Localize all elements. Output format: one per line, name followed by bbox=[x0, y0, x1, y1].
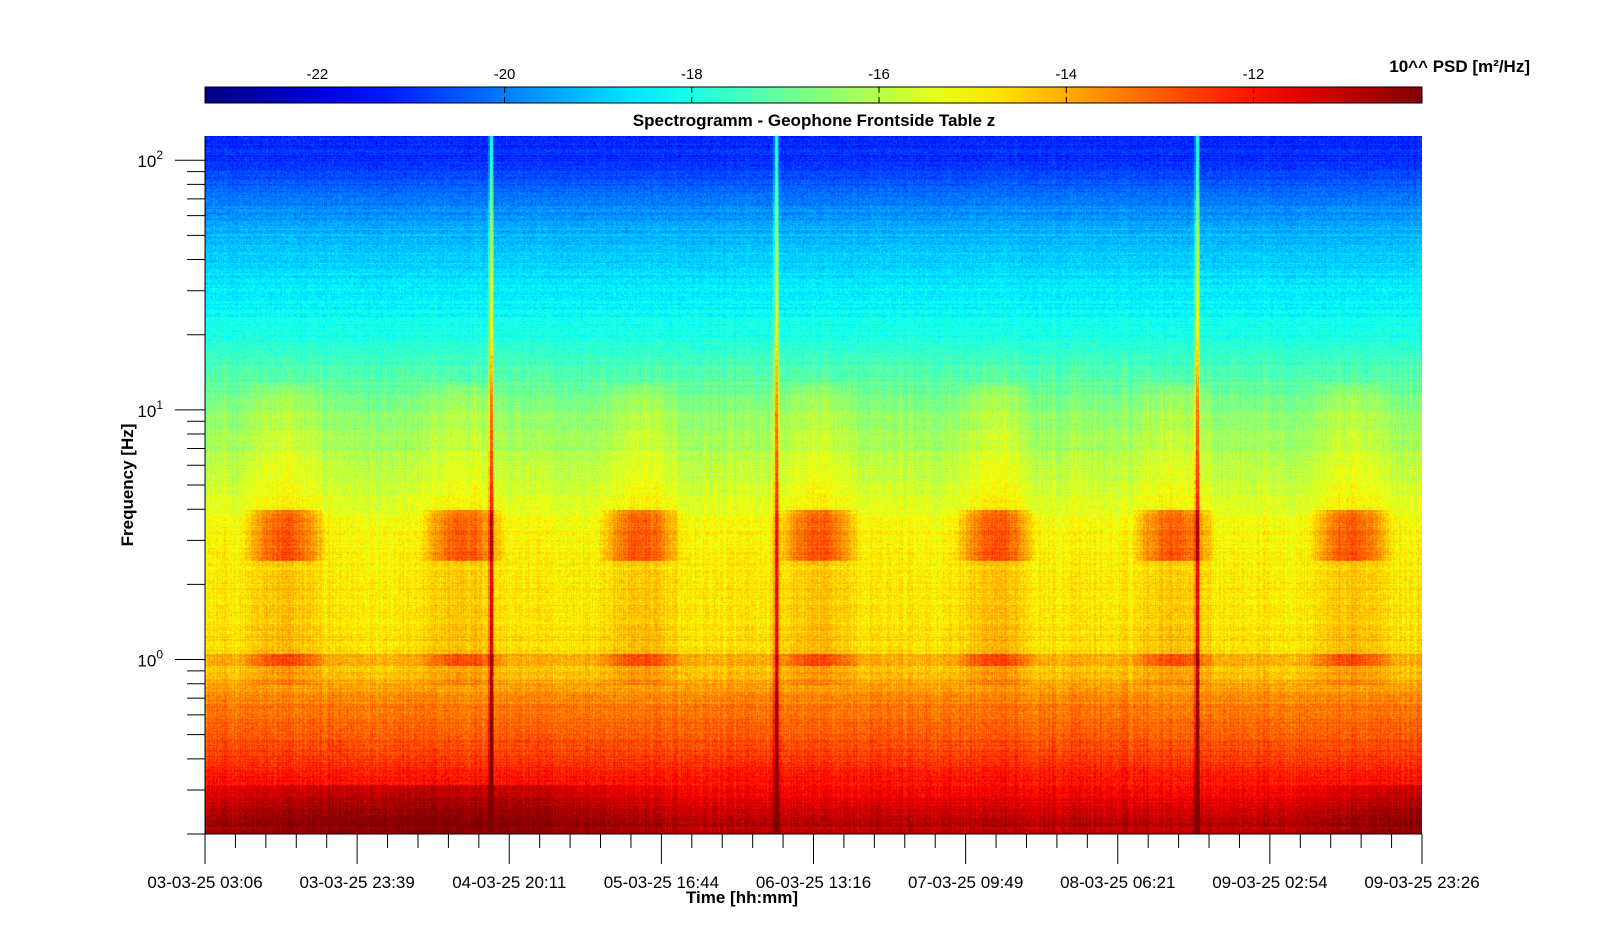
y-tick-label: 102 bbox=[137, 148, 163, 171]
y-tick-label: 100 bbox=[137, 648, 163, 671]
colorbar-tick-label: -12 bbox=[1243, 66, 1265, 83]
x-tick-label: 05-03-25 16:44 bbox=[604, 873, 719, 892]
plot-area bbox=[205, 136, 1422, 834]
x-tick-label: 04-03-25 20:11 bbox=[452, 873, 566, 892]
colorbar-tick-label: -22 bbox=[306, 66, 328, 83]
x-tick-label: 07-03-25 09:49 bbox=[908, 873, 1023, 892]
x-axis: 03-03-25 03:06 03-03-25 23:39 04-03-25 20:… bbox=[147, 833, 1480, 892]
colorbar: -22 -20 -18 -16 -14 -12 10^^ PSD [m²/Hz] bbox=[204, 57, 1530, 104]
colorbar-label: 10^^ PSD [m²/Hz] bbox=[1389, 57, 1530, 76]
x-tick-label: 09-03-25 02:54 bbox=[1212, 873, 1327, 892]
x-tick-label: 09-03-25 23:26 bbox=[1364, 873, 1479, 892]
x-tick-label: 06-03-25 13:16 bbox=[756, 873, 871, 892]
colorbar-tick-label: -18 bbox=[681, 66, 703, 83]
colorbar-ticks: -22 -20 -18 -16 -14 -12 bbox=[306, 66, 1264, 103]
chart-title: Spectrogramm - Geophone Frontside Table … bbox=[633, 111, 995, 130]
x-tick-label: 03-03-25 23:39 bbox=[299, 873, 414, 892]
y-tick-label: 101 bbox=[137, 398, 163, 421]
x-axis-label: Time [hh:mm] bbox=[686, 888, 798, 907]
colorbar-tick-label: -20 bbox=[494, 66, 516, 83]
colorbar-tick-label: -16 bbox=[868, 66, 890, 83]
colorbar-gradient bbox=[204, 86, 1423, 104]
y-axis-label: Frequency [Hz] bbox=[118, 424, 137, 547]
x-tick-label: 03-03-25 03:06 bbox=[147, 873, 262, 892]
y-axis: 100 101 102 bbox=[137, 136, 206, 835]
colorbar-tick-label: -14 bbox=[1055, 66, 1077, 83]
x-tick-label: 08-03-25 06:21 bbox=[1060, 873, 1175, 892]
